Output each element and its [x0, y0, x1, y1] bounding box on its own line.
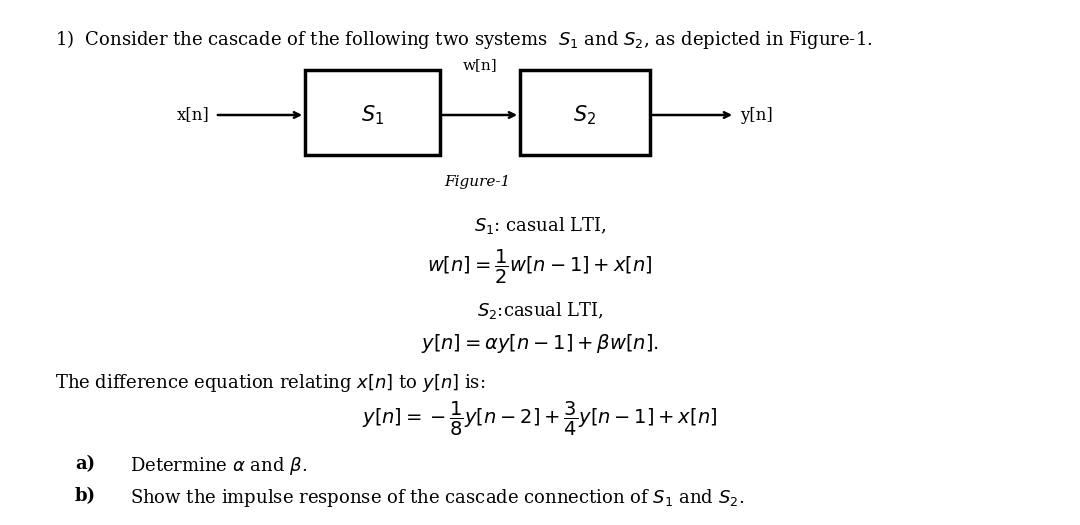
- Text: a): a): [75, 455, 95, 473]
- Bar: [519, 70, 650, 155]
- Text: $S_1$: $S_1$: [361, 103, 384, 127]
- Text: $y[n] = -\dfrac{1}{8}y[n-2] + \dfrac{3}{4}y[n-1] + x[n]$: $y[n] = -\dfrac{1}{8}y[n-2] + \dfrac{3}{…: [363, 400, 717, 438]
- Text: 1)  Consider the cascade of the following two systems  $S_1$ and $S_2$, as depic: 1) Consider the cascade of the following…: [55, 28, 873, 51]
- Text: $S_2$:casual LTI,: $S_2$:casual LTI,: [476, 300, 604, 321]
- Text: The difference equation relating $x[n]$ to $y[n]$ is:: The difference equation relating $x[n]$ …: [55, 372, 485, 394]
- Text: w[n]: w[n]: [462, 58, 497, 72]
- Text: $y[n] = \alpha y[n-1] + \beta w[n].$: $y[n] = \alpha y[n-1] + \beta w[n].$: [421, 332, 659, 355]
- Text: Show the impulse response of the cascade connection of $S_1$ and $S_2$.: Show the impulse response of the cascade…: [130, 487, 744, 509]
- Text: Figure-1: Figure-1: [444, 175, 511, 189]
- Text: $w[n] = \dfrac{1}{2}w[n-1] + x[n]$: $w[n] = \dfrac{1}{2}w[n-1] + x[n]$: [428, 248, 652, 286]
- Text: Determine $\alpha$ and $\beta$.: Determine $\alpha$ and $\beta$.: [130, 455, 307, 477]
- Text: b): b): [75, 487, 96, 505]
- Text: y[n]: y[n]: [740, 107, 773, 123]
- Text: $S_2$: $S_2$: [573, 103, 596, 127]
- Text: $S_1$: casual LTI,: $S_1$: casual LTI,: [474, 215, 606, 236]
- Bar: [305, 70, 440, 155]
- Text: x[n]: x[n]: [177, 107, 210, 123]
